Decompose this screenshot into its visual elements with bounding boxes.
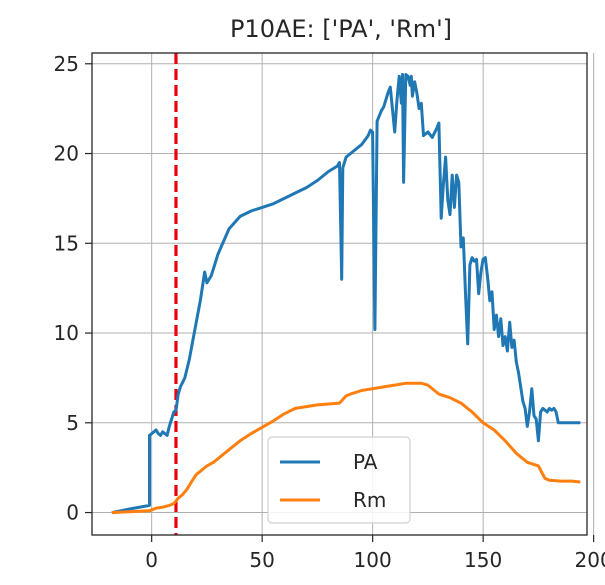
legend-label-pa: PA	[353, 450, 378, 474]
axes-frame	[91, 52, 588, 536]
x-tick-label: 200	[575, 548, 605, 572]
x-tick-label: 0	[145, 548, 158, 572]
y-tick-label: 20	[54, 142, 79, 166]
chart-title: P10AE: ['PA', 'Rm']	[230, 15, 452, 43]
legend-label-rm: Rm	[353, 488, 386, 512]
y-tick-label: 5	[66, 411, 79, 435]
legend: PA Rm	[267, 436, 411, 524]
x-tick-label: 50	[249, 548, 274, 572]
legend-box	[267, 436, 411, 524]
y-tick-label: 0	[66, 501, 79, 525]
y-tick-label: 10	[54, 321, 79, 345]
ticks: 0 50 100 150 200 0 5 10 15 20 25	[54, 52, 605, 572]
series-line-rm	[111, 381, 581, 515]
series-line-pa	[111, 73, 581, 515]
y-tick-label: 25	[54, 52, 79, 76]
y-tick-label: 15	[54, 231, 79, 255]
x-tick-label: 150	[464, 548, 502, 572]
x-tick-label: 100	[354, 548, 392, 572]
series-layer	[111, 73, 581, 515]
